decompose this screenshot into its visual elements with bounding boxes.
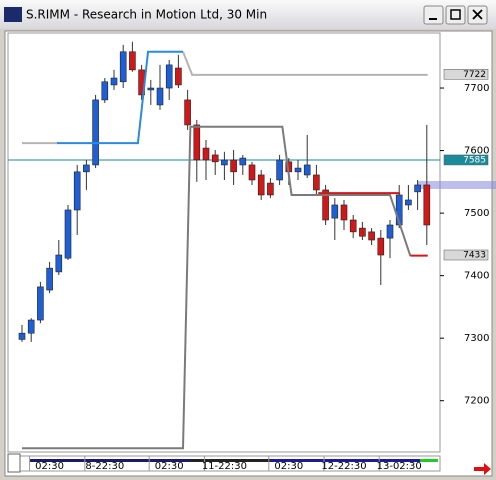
window-title: S.RIMM - Research in Motion Ltd, 30 Min bbox=[26, 8, 267, 22]
candle-body bbox=[175, 67, 182, 86]
candle-body bbox=[276, 159, 283, 181]
x-tick-label: 02:30 bbox=[35, 461, 64, 472]
session-bar bbox=[270, 459, 420, 462]
x-tick-label: 02:30 bbox=[155, 461, 184, 472]
price-marker bbox=[443, 154, 489, 166]
candle-body bbox=[386, 224, 394, 239]
candle-body bbox=[230, 159, 237, 173]
x-tick-label: 12-22:30 bbox=[321, 461, 366, 472]
x-tick-label: 8-22:30 bbox=[85, 461, 124, 472]
candle-body bbox=[340, 204, 348, 221]
window-buttons[interactable] bbox=[423, 5, 488, 25]
candle-body bbox=[221, 159, 228, 166]
candle-body bbox=[83, 164, 90, 173]
candle-body bbox=[101, 81, 109, 101]
maximize-button[interactable] bbox=[445, 5, 466, 25]
overlay-line bbox=[182, 51, 428, 76]
app-icon bbox=[4, 7, 22, 22]
candle-body bbox=[156, 87, 164, 106]
candle-body bbox=[248, 164, 256, 181]
y-tick-label: 7300 bbox=[464, 333, 489, 344]
candle-body bbox=[211, 154, 219, 163]
y-tick-label: 7600 bbox=[464, 146, 489, 157]
candle-body bbox=[257, 174, 265, 196]
candle-body bbox=[313, 174, 320, 191]
scroll-thumb[interactable] bbox=[7, 453, 21, 473]
candle-body bbox=[64, 209, 72, 259]
candle-body bbox=[294, 167, 302, 173]
candle-body bbox=[202, 147, 210, 161]
y-tick-label: 7400 bbox=[464, 271, 489, 282]
overlay-line bbox=[22, 125, 412, 450]
session-bar bbox=[420, 459, 438, 462]
candle-body bbox=[37, 286, 44, 321]
y-tick-label: 7700 bbox=[464, 83, 489, 94]
y-tick-label: 7200 bbox=[464, 396, 489, 407]
price-marker-label: 7433 bbox=[463, 251, 486, 261]
candle-body bbox=[147, 87, 155, 91]
candle-body bbox=[267, 182, 274, 196]
session-bar bbox=[190, 459, 270, 462]
candle-body bbox=[46, 267, 53, 291]
plot-area bbox=[7, 32, 441, 453]
session-bar bbox=[30, 459, 190, 462]
candle-body bbox=[322, 189, 329, 221]
candle-body bbox=[359, 227, 366, 237]
candle-body bbox=[377, 237, 385, 256]
price-marker bbox=[443, 249, 489, 261]
candle-body bbox=[303, 164, 311, 176]
candle-body bbox=[423, 184, 431, 226]
x-tick-label: 11-22:30 bbox=[202, 461, 247, 472]
minimize-button[interactable] bbox=[423, 5, 444, 25]
x-tick-label: 02:30 bbox=[274, 461, 303, 472]
price-marker-label: 7585 bbox=[463, 155, 486, 165]
candle-body bbox=[239, 157, 247, 166]
candle-body bbox=[55, 254, 63, 273]
candle-body bbox=[18, 332, 26, 340]
candle-body bbox=[193, 124, 201, 161]
candle-body bbox=[368, 231, 375, 241]
candle-body bbox=[110, 77, 118, 86]
candle-body bbox=[331, 204, 339, 219]
candle-body bbox=[349, 219, 357, 233]
overlay-line bbox=[56, 50, 183, 145]
y-tick-label: 7500 bbox=[464, 208, 489, 219]
price-marker-label: 7722 bbox=[463, 70, 486, 80]
x-tick-label: 13-02:30 bbox=[377, 461, 422, 472]
candle-body bbox=[27, 319, 35, 334]
highlight-band bbox=[418, 181, 496, 189]
candle-body bbox=[92, 99, 99, 166]
candle-body bbox=[73, 171, 81, 211]
price-marker bbox=[443, 69, 489, 80]
candle-body bbox=[414, 184, 421, 193]
candle-body bbox=[184, 99, 191, 126]
candle-body bbox=[165, 64, 173, 89]
scroll-arrow[interactable] bbox=[474, 463, 491, 475]
candle-body bbox=[405, 199, 412, 206]
candle-body bbox=[129, 51, 136, 71]
candle-body bbox=[119, 51, 127, 83]
title-bar bbox=[0, 0, 496, 29]
